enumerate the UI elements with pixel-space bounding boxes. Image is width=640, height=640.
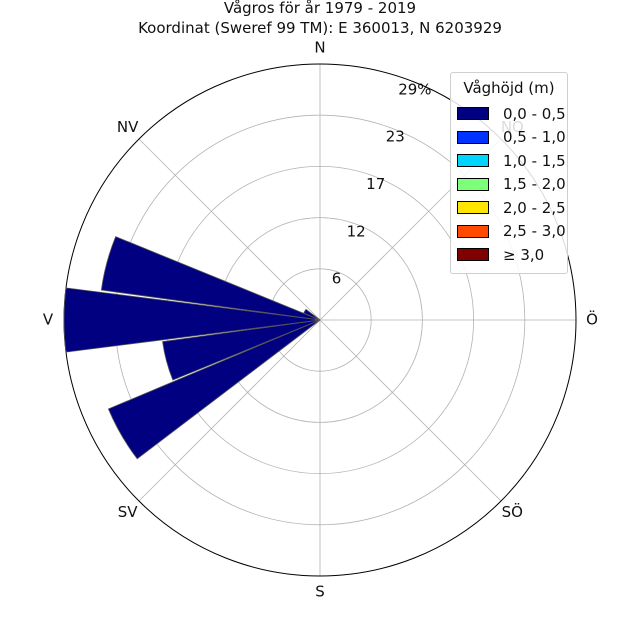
legend: Våghöjd (m) 0,0 - 0,5 0,5 - 1,0 1,0 - 1,5 1… xyxy=(450,72,568,274)
legend-swatch xyxy=(457,224,489,238)
grid-spoke-225 xyxy=(138,319,321,502)
ring-label-4: 23 xyxy=(386,128,405,146)
legend-title: Våghöjd (m) xyxy=(463,79,555,97)
direction-label-nv: NV xyxy=(117,118,139,136)
direction-label-v: V xyxy=(43,311,54,329)
legend-label: 2,5 - 3,0 xyxy=(503,222,566,241)
direction-label-sv: SV xyxy=(118,503,139,521)
polar-grid xyxy=(63,63,577,577)
legend-swatch xyxy=(457,177,489,191)
grid-spoke-315 xyxy=(138,138,321,321)
legend-item: 2,0 - 2,5 xyxy=(457,196,566,220)
legend-swatch xyxy=(457,107,489,121)
direction-label-sö: SÖ xyxy=(502,502,523,521)
legend-item: 1,0 - 1,5 xyxy=(457,149,566,173)
sector-bar-0 xyxy=(107,319,321,460)
ring-label-5: 29% xyxy=(398,80,431,98)
sector-bars xyxy=(63,236,321,460)
legend-label: 0,0 - 0,5 xyxy=(503,104,566,123)
direction-label-ö: Ö xyxy=(586,310,598,329)
legend-item: 2,5 - 3,0 xyxy=(457,220,566,244)
chart-title: Vågros för år 1979 - 2019 xyxy=(224,0,416,17)
legend-items: 0,0 - 0,5 0,5 - 1,0 1,0 - 1,5 1,5 - 2,0 2,0 … xyxy=(457,102,566,267)
legend-label: ≥ 3,0 xyxy=(503,245,545,264)
ring-labels: 6 12 17 23 29% xyxy=(332,80,432,287)
sector-bar-3 xyxy=(100,236,321,321)
legend-label: 1,0 - 1,5 xyxy=(503,151,566,170)
legend-item: 0,5 - 1,0 xyxy=(457,126,566,150)
grid-spoke-135 xyxy=(319,319,502,502)
legend-label: 0,5 - 1,0 xyxy=(503,128,566,147)
legend-item: 0,0 - 0,5 xyxy=(457,102,566,126)
legend-swatch xyxy=(457,201,489,215)
legend-swatch xyxy=(457,248,489,262)
ring-label-2: 12 xyxy=(347,222,366,240)
chart-subtitle: Koordinat (Sweref 99 TM): E 360013, N 62… xyxy=(138,19,502,37)
direction-label-n: N xyxy=(314,39,325,57)
legend-swatch xyxy=(457,130,489,144)
sector-bar-4 xyxy=(303,308,321,321)
legend-label: 2,0 - 2,5 xyxy=(503,198,566,217)
legend-item: ≥ 3,0 xyxy=(457,243,561,267)
ring-label-1: 6 xyxy=(332,270,342,288)
direction-label-s: S xyxy=(315,583,325,601)
legend-item: 1,5 - 2,0 xyxy=(457,173,566,197)
ring-label-3: 17 xyxy=(366,175,385,193)
legend-label: 1,5 - 2,0 xyxy=(503,175,566,194)
sector-bar-1 xyxy=(162,319,321,381)
legend-swatch xyxy=(457,154,489,168)
sector-bar-2 xyxy=(63,287,321,353)
